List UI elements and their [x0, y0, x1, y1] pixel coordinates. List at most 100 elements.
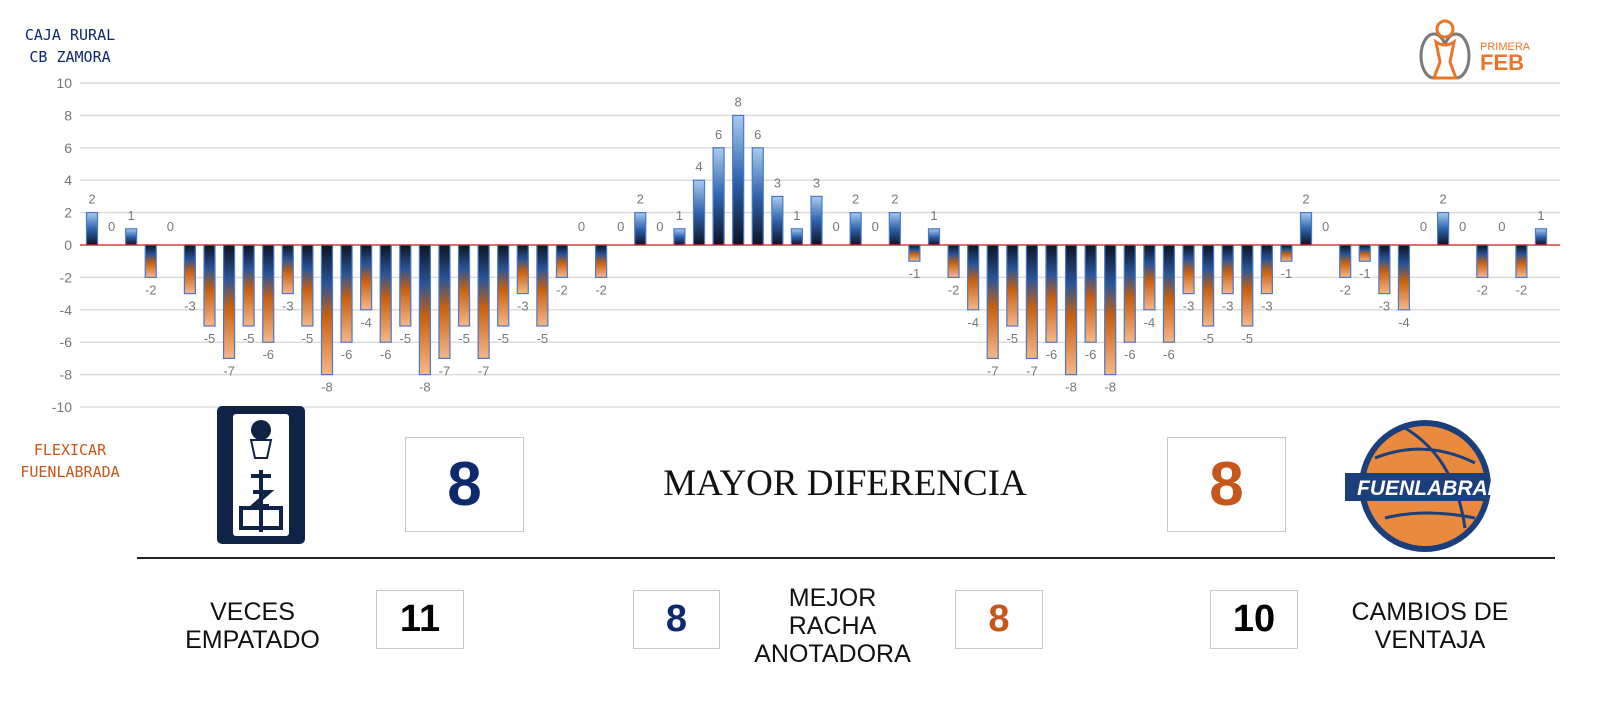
data-label: -5	[1242, 331, 1254, 346]
data-label: -7	[987, 363, 999, 378]
data-label: -5	[1202, 331, 1214, 346]
data-label: -6	[1085, 347, 1097, 362]
bar	[1378, 244, 1391, 295]
max-lead-label: MAYOR DIFERENCIA	[663, 463, 1027, 504]
lead-changes-line2: VENTAJA	[1374, 626, 1486, 654]
data-label: -3	[282, 299, 294, 314]
data-label: -4	[967, 315, 979, 330]
bar	[1534, 228, 1548, 246]
lead-changes-value: 10	[1210, 590, 1298, 649]
best-run-label: MEJOR RACHA ANOTADORA	[730, 584, 935, 668]
y-tick-label: 10	[56, 75, 72, 91]
away-logo-text: FUENLABRADA	[1357, 477, 1495, 500]
data-label: -5	[537, 331, 549, 346]
data-label: 0	[617, 219, 624, 234]
bar	[262, 244, 275, 343]
data-label: 0	[578, 219, 585, 234]
data-label: 1	[793, 208, 800, 223]
data-label: -6	[262, 347, 274, 362]
lead-changes-line1: CAMBIOS DE	[1351, 598, 1509, 626]
data-label: -8	[419, 380, 431, 395]
data-label: -2	[1476, 282, 1488, 297]
data-label: -3	[1261, 299, 1273, 314]
bar	[1162, 244, 1176, 343]
data-label: -5	[243, 331, 255, 346]
bar	[301, 244, 314, 327]
bar	[1006, 244, 1019, 327]
data-label: 3	[813, 175, 820, 190]
data-label: 2	[891, 192, 898, 207]
bar	[1339, 244, 1352, 279]
bar	[281, 244, 294, 295]
bar	[1084, 244, 1097, 343]
bar	[1202, 244, 1215, 327]
bar	[810, 195, 823, 246]
bar	[751, 147, 764, 246]
bar	[222, 244, 236, 360]
data-label: 2	[852, 192, 859, 207]
bar	[1025, 244, 1038, 360]
bar	[418, 244, 431, 376]
bar	[1045, 244, 1058, 343]
data-label: -6	[1163, 347, 1175, 362]
bar	[1358, 244, 1371, 262]
y-tick-label: -4	[60, 302, 73, 318]
bar	[967, 244, 980, 311]
data-label: -4	[1144, 315, 1156, 330]
data-label: -6	[380, 347, 392, 362]
data-label: -5	[497, 331, 509, 346]
home-team-label: CAJA RURAL CB ZAMORA	[10, 24, 130, 68]
ties-value: 11	[376, 590, 464, 649]
bar	[242, 244, 255, 327]
divider	[137, 557, 1555, 559]
data-label: -4	[360, 315, 372, 330]
data-label: -7	[478, 363, 490, 378]
bar	[790, 228, 804, 246]
data-label: -2	[556, 282, 568, 297]
data-label: -8	[1104, 380, 1116, 395]
data-label: 0	[832, 219, 839, 234]
bar	[634, 212, 647, 246]
data-label: -2	[595, 282, 607, 297]
ties-label: VECES EMPATADO	[150, 598, 355, 654]
fuenlabrada-logo-icon: FUENLABRADA	[1335, 420, 1518, 552]
ties-label-line2: EMPATADO	[185, 626, 320, 654]
data-label: 2	[637, 192, 644, 207]
data-label: -7	[1026, 363, 1038, 378]
data-label: 0	[1498, 219, 1505, 234]
data-label: 0	[167, 219, 174, 234]
league-logo-line1: PRIMERA	[1480, 41, 1531, 53]
data-label: -4	[1398, 315, 1410, 330]
bar	[183, 244, 197, 295]
data-label: -3	[184, 299, 196, 314]
home-team-line2: CB ZAMORA	[29, 48, 111, 66]
data-label: 1	[128, 208, 135, 223]
bar	[555, 244, 569, 279]
primera-feb-logo-icon: PRIMERA FEB	[1419, 19, 1531, 80]
data-label: -2	[1339, 282, 1351, 297]
away-best-run-value: 8	[955, 590, 1043, 649]
data-label: -3	[517, 299, 529, 314]
bar	[732, 114, 745, 246]
data-label: -5	[204, 331, 216, 346]
data-label: -1	[909, 266, 921, 281]
bar	[144, 244, 157, 279]
bar	[477, 244, 490, 360]
y-tick-label: 4	[64, 172, 72, 188]
bar	[1436, 212, 1450, 246]
cb-zamora-logo-icon	[239, 420, 283, 532]
bar	[1221, 244, 1234, 295]
bar	[1241, 244, 1254, 327]
data-label: 0	[1459, 219, 1466, 234]
data-label: 0	[1420, 219, 1427, 234]
data-label: -7	[223, 363, 235, 378]
y-tick-label: 8	[64, 107, 72, 123]
data-label: 6	[715, 127, 722, 142]
data-label: 3	[774, 175, 781, 190]
data-label: 0	[872, 219, 879, 234]
data-label: -8	[321, 380, 333, 395]
y-tick-label: -10	[52, 399, 72, 415]
data-label: -2	[145, 282, 157, 297]
away-team-line2: FUENLABRADA	[20, 463, 120, 481]
bar	[497, 244, 510, 327]
